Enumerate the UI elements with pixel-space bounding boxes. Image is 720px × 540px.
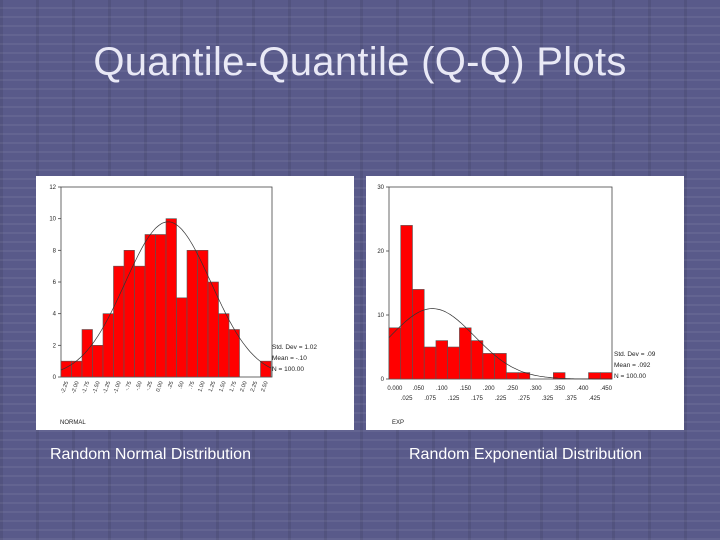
x-tick-label: .050 xyxy=(412,386,424,392)
histogram-bar xyxy=(506,372,519,380)
stats-label: Std. Dev = .09 xyxy=(614,351,656,358)
exponential-histogram-chart: 0 10 20 30 Std. Dev = .09 Mean = .092 N = 100.… xyxy=(377,185,656,426)
y-tick-label: 0 xyxy=(53,375,57,381)
x-tick-label: .300 xyxy=(530,386,542,392)
histogram-bar xyxy=(165,218,177,378)
x-tick-label: .250 xyxy=(506,386,518,392)
x-tick-label: 0.00 xyxy=(155,381,164,393)
exponential-distribution-caption: Random Exponential Distribution xyxy=(409,446,643,463)
histogram-bar xyxy=(123,250,135,378)
x-tick-label: -2.00 xyxy=(71,381,81,395)
x-tick-label: .450 xyxy=(600,386,612,392)
y-tick-label: 2 xyxy=(53,343,57,349)
histogram-bar xyxy=(155,234,167,378)
histogram-bar xyxy=(197,250,209,378)
stats-label: Mean = .092 xyxy=(614,362,651,369)
x-tick-label: .150 xyxy=(459,386,471,392)
histogram-bar xyxy=(494,353,507,380)
x-axis-label: NORMAL xyxy=(60,420,86,426)
histogram-bar xyxy=(176,297,188,378)
histogram-bar xyxy=(400,225,413,380)
x-tick-label: .325 xyxy=(542,396,554,402)
normal-distribution-caption: Random Normal Distribution xyxy=(50,446,251,463)
histogram-bar xyxy=(553,372,566,380)
x-tick-label: .175 xyxy=(471,396,483,402)
x-tick-label: .425 xyxy=(589,396,601,402)
y-tick-label: 10 xyxy=(49,217,56,223)
y-tick-label: 4 xyxy=(53,312,57,318)
histogram-bar xyxy=(186,250,198,378)
x-tick-label: 1.00 xyxy=(197,381,206,393)
stats-label: Mean = -.10 xyxy=(272,355,307,362)
x-tick-label: -.25 xyxy=(145,381,154,392)
x-tick-label: .75 xyxy=(188,381,196,390)
histogram-bar xyxy=(447,346,460,380)
histogram-bar xyxy=(459,327,472,380)
x-tick-label: .100 xyxy=(436,386,448,392)
y-tick-label: 10 xyxy=(377,313,384,319)
histogram-bar xyxy=(81,329,93,378)
histogram-bar xyxy=(218,313,230,378)
y-tick-label: 20 xyxy=(377,249,384,255)
x-tick-label: .225 xyxy=(495,396,507,402)
histogram-bar xyxy=(92,345,104,378)
x-tick-label: -1.25 xyxy=(102,381,112,395)
x-tick-label: .350 xyxy=(553,386,565,392)
x-tick-label: -.75 xyxy=(124,381,133,392)
y-tick-label: 0 xyxy=(381,377,385,383)
x-axis-label: EXP xyxy=(392,420,404,426)
x-tick-label: .400 xyxy=(577,386,589,392)
x-tick-label: .25 xyxy=(167,381,175,390)
x-tick-label: 2.25 xyxy=(250,381,259,393)
x-tick-label: .50 xyxy=(177,381,185,390)
x-tick-label: 1.75 xyxy=(229,381,238,393)
histogram-bar xyxy=(260,360,272,378)
x-tick-label: 2.00 xyxy=(239,381,248,393)
histogram-bar xyxy=(588,372,601,380)
y-tick-label: 8 xyxy=(53,248,57,254)
histogram-bar xyxy=(599,372,613,380)
y-tick-label: 12 xyxy=(49,185,56,191)
histogram-bar xyxy=(228,329,240,378)
y-tick-label: 30 xyxy=(377,185,384,191)
x-tick-label: .025 xyxy=(401,396,413,402)
stats-label: Std. Dev = 1.02 xyxy=(272,344,317,351)
x-tick-label: .275 xyxy=(518,396,530,402)
histogram-bar xyxy=(435,340,448,380)
normal-histogram-chart: 0 2 4 6 8 10 12 Std. Dev = 1.02 Mean = -.10 N = 1… xyxy=(49,185,317,426)
x-tick-label: -1.00 xyxy=(113,381,123,395)
histogram-bar xyxy=(144,234,156,378)
stats-label: N = 100.00 xyxy=(272,366,304,373)
x-tick-label: .075 xyxy=(424,396,436,402)
x-tick-label: -1.50 xyxy=(92,381,102,395)
histogram-bar xyxy=(412,289,425,380)
x-tick-label: 1.25 xyxy=(208,381,217,393)
x-tick-label: -2.25 xyxy=(60,381,70,395)
x-tick-label: -.50 xyxy=(135,381,144,392)
stats-label: N = 100.00 xyxy=(614,373,646,380)
normal-curve xyxy=(60,221,272,371)
histogram-bar xyxy=(423,346,437,380)
histogram-bar xyxy=(470,340,484,380)
histogram-bar xyxy=(207,281,219,378)
x-tick-label: .375 xyxy=(565,396,577,402)
x-tick-label: 1.50 xyxy=(218,381,227,393)
y-tick-label: 6 xyxy=(53,280,57,286)
x-tick-label: .200 xyxy=(483,386,495,392)
x-tick-label: -1.75 xyxy=(81,381,91,395)
slide-title: Quantile-Quantile (Q-Q) Plots xyxy=(93,40,627,84)
x-tick-label: 0.000 xyxy=(387,386,403,392)
exponential-histogram-panel: 0 10 20 30 Std. Dev = .09 Mean = .092 N = 100.… xyxy=(366,176,684,430)
histogram-bar xyxy=(482,353,495,380)
x-tick-label: .125 xyxy=(448,396,460,402)
normal-histogram-panel: 0 2 4 6 8 10 12 Std. Dev = 1.02 Mean = -.10 N = 1… xyxy=(36,176,354,430)
normal-curve xyxy=(388,308,612,380)
histogram-bar xyxy=(134,265,146,378)
histogram-bar xyxy=(102,313,114,378)
histogram-bar xyxy=(113,265,125,378)
x-tick-label: 2.50 xyxy=(260,381,269,393)
